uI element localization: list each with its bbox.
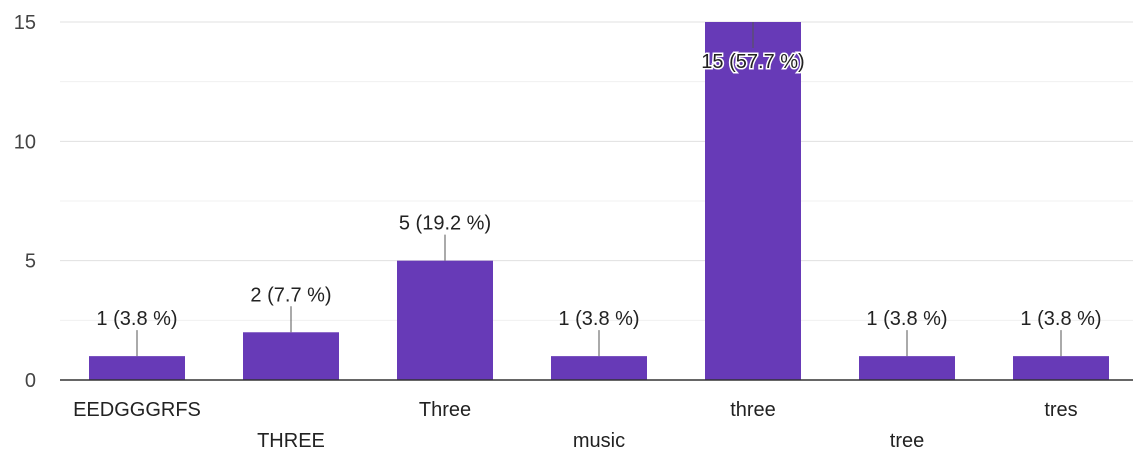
bar (551, 356, 647, 380)
bar (1013, 356, 1109, 380)
y-axis-ticks: 0 5 10 15 (14, 12, 36, 392)
y-tick-label: 0 (25, 370, 36, 392)
y-tick-label: 10 (14, 131, 36, 153)
bar (705, 22, 801, 380)
y-tick-label: 15 (14, 12, 36, 34)
category-label: Three (419, 399, 471, 421)
data-label: 15 (57.7 %) (701, 51, 804, 73)
gridlines (60, 21, 1133, 321)
category-labels: EEDGGGRFS THREE Three music three tree tres (73, 399, 1078, 451)
data-label: 1 (3.8 %) (96, 308, 177, 330)
data-label: 1 (3.8 %) (1020, 308, 1101, 330)
bar (397, 260, 493, 380)
category-label: THREE (257, 430, 325, 451)
category-label: music (573, 430, 625, 451)
category-label: EEDGGGRFS (73, 399, 201, 421)
data-label: 1 (3.8 %) (558, 308, 639, 330)
data-label: 2 (7.7 %) (250, 284, 331, 306)
category-label: tree (890, 430, 924, 451)
y-tick-label: 5 (25, 251, 36, 273)
data-label: 5 (19.2 %) (399, 213, 491, 235)
category-label: tres (1044, 399, 1077, 421)
data-labels: 1 (3.8 %) 2 (7.7 %) 5 (19.2 %) 1 (3.8 %) 15 … (96, 22, 1102, 357)
bar (859, 356, 955, 380)
bar (243, 332, 339, 380)
data-label: 1 (3.8 %) (866, 308, 947, 330)
bar (89, 356, 185, 380)
bars (89, 22, 1109, 380)
category-label: three (730, 399, 776, 421)
